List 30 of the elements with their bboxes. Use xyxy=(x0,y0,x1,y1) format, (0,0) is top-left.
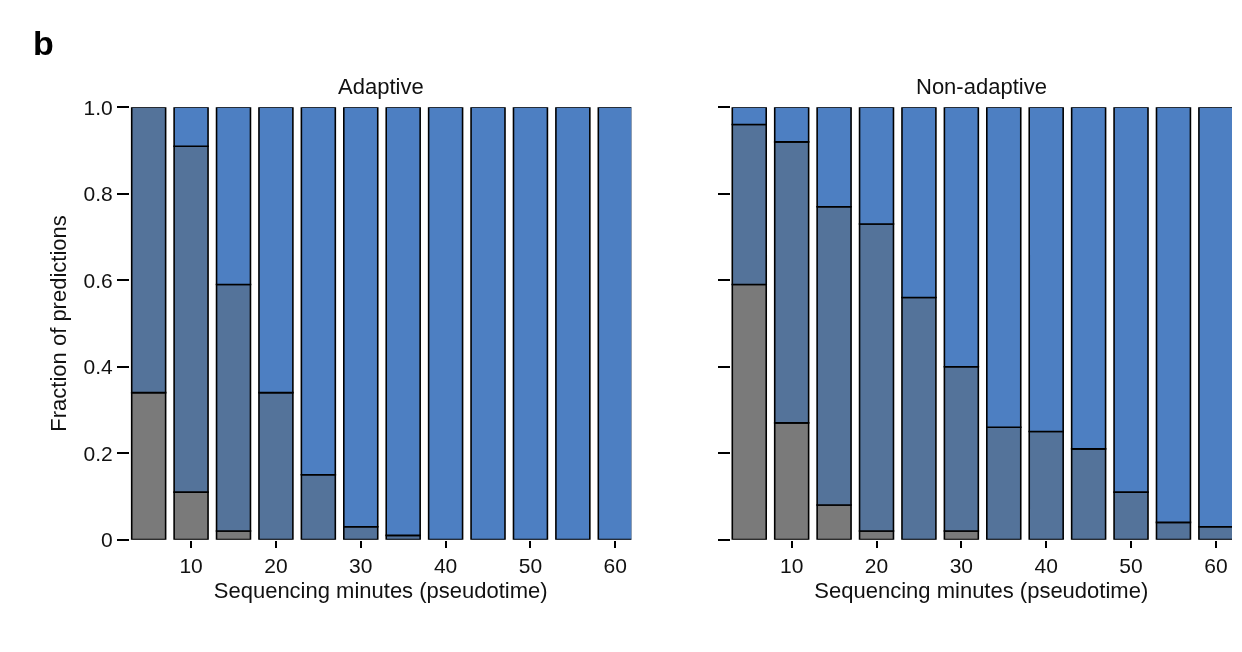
x-axis-title: Sequencing minutes (pseudotime) xyxy=(814,577,1149,603)
x-tick-label: 40 xyxy=(1034,553,1058,577)
x-tick-label: 60 xyxy=(1204,553,1228,577)
x-tick-label: 30 xyxy=(949,553,974,577)
y-tick-label: 0.2 xyxy=(83,441,113,465)
bar xyxy=(555,107,591,540)
x-tick-label: 10 xyxy=(780,553,804,577)
x-tick-label: 50 xyxy=(1119,553,1143,577)
y-tick-label: 1.0 xyxy=(83,95,113,119)
chart-title: Adaptive xyxy=(338,74,424,99)
x-tick-label: 40 xyxy=(433,553,458,577)
x-axis-title: Sequencing minutes (pseudotime) xyxy=(213,577,548,603)
y-tick-label: 0.6 xyxy=(83,268,113,292)
y-tick-label: 0.8 xyxy=(83,182,113,206)
y-tick-label: 0 xyxy=(101,528,113,551)
y-tick-label: 0.4 xyxy=(83,355,114,379)
x-tick-label: 50 xyxy=(518,553,543,577)
y-axis-title: Fraction of predictions xyxy=(46,215,72,432)
x-tick-label: 30 xyxy=(349,553,373,577)
x-tick-label: 20 xyxy=(864,553,889,577)
text: b xyxy=(33,24,54,62)
bar xyxy=(512,107,549,540)
bar xyxy=(427,107,464,540)
x-tick-label: 10 xyxy=(179,553,203,577)
chart-title: Non-adaptive xyxy=(916,74,1047,99)
x-tick-label: 20 xyxy=(264,553,288,577)
bar xyxy=(597,107,632,540)
x-tick-label: 60 xyxy=(603,553,627,577)
bar xyxy=(470,107,506,540)
bar xyxy=(385,107,421,537)
